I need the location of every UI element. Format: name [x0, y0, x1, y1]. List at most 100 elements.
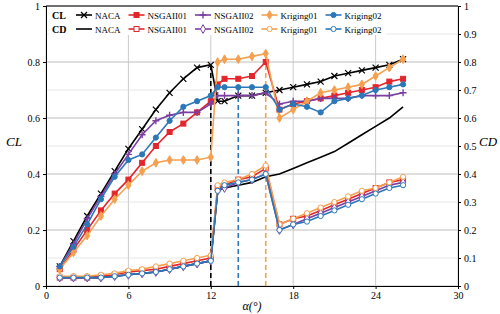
point: [249, 171, 254, 176]
tick: 0.1: [458, 253, 477, 264]
tick-label: 0.5: [464, 141, 477, 152]
point: [57, 264, 62, 269]
point: [235, 92, 242, 99]
legend-marker: [267, 11, 272, 20]
point: [276, 87, 282, 93]
grid-line: [46, 118, 458, 119]
point: [112, 195, 117, 204]
axis: 00.20.40.60.81: [28, 1, 47, 292]
point: [373, 191, 378, 196]
tick-mark: [458, 230, 461, 231]
legend-marker: [200, 25, 205, 34]
point: [194, 109, 201, 116]
tick-mark: [43, 174, 46, 175]
point: [167, 261, 172, 266]
tick-mark: [128, 286, 129, 289]
point: [291, 222, 296, 227]
point: [194, 261, 199, 266]
point: [373, 65, 379, 71]
tick-label: 0: [44, 290, 49, 301]
axis-title: CL: [6, 134, 22, 149]
point: [194, 65, 200, 71]
legend-swatch: [76, 28, 92, 30]
tick-label: 0.2: [464, 225, 477, 236]
tick: 0.2: [458, 225, 477, 236]
grid-line: [46, 230, 458, 231]
series-line: [60, 174, 403, 278]
grid-line: [46, 146, 458, 147]
point: [290, 84, 296, 90]
legend-background: [49, 7, 387, 35]
tick: 0: [44, 286, 49, 301]
legend-marker: [267, 26, 272, 31]
point: [332, 99, 337, 104]
point: [401, 76, 406, 81]
point: [346, 83, 351, 92]
point: [181, 258, 186, 263]
point: [222, 76, 227, 81]
legend-marker: [81, 12, 87, 18]
tick-mark: [211, 286, 212, 289]
point: [181, 104, 186, 109]
point: [153, 264, 158, 269]
point: [387, 63, 392, 72]
point: [387, 185, 392, 190]
tick-label: 0: [35, 281, 40, 292]
point: [125, 151, 132, 158]
point: [345, 95, 352, 102]
axis-line: [459, 7, 462, 287]
tick-mark: [458, 6, 461, 7]
point: [140, 160, 145, 165]
point: [153, 269, 158, 274]
tick-mark: [458, 174, 461, 175]
point: [359, 67, 365, 73]
point: [57, 273, 62, 282]
tick-label: 12: [206, 290, 216, 301]
point: [126, 157, 131, 162]
point: [152, 117, 159, 124]
tick: 0: [458, 281, 469, 292]
series-line: [60, 168, 403, 277]
point: [167, 90, 173, 96]
point: [277, 114, 282, 123]
tick-mark: [43, 62, 46, 63]
tick-mark: [43, 118, 46, 119]
point: [358, 92, 365, 99]
grid-line: [46, 118, 458, 119]
point: [400, 82, 405, 87]
tick-label: 0: [464, 281, 469, 292]
point: [303, 98, 310, 105]
point: [373, 87, 378, 92]
grid: [46, 6, 458, 286]
tick: 6: [126, 286, 131, 301]
point: [181, 121, 186, 126]
point: [291, 216, 296, 221]
point: [291, 101, 296, 106]
point: [236, 55, 241, 64]
legend-marker: [134, 13, 139, 18]
point: [304, 211, 309, 216]
point: [140, 167, 145, 176]
tick-mark: [458, 202, 461, 203]
tick-mark: [458, 90, 461, 91]
tick-mark: [43, 286, 46, 287]
point: [318, 213, 323, 218]
tick: 24: [371, 286, 381, 301]
tick-label: 0.9: [464, 29, 477, 40]
point: [215, 188, 220, 193]
tick: 0.6: [28, 113, 47, 124]
grid-line: [46, 230, 458, 231]
grid-line: [46, 6, 458, 7]
series-line: [60, 84, 403, 266]
legend-marker: [200, 12, 207, 19]
point: [153, 135, 158, 140]
tick-label: 0.6: [464, 113, 477, 124]
point: [194, 99, 199, 104]
point: [346, 96, 351, 101]
point: [98, 197, 103, 202]
point: [236, 76, 241, 81]
point: [331, 73, 337, 79]
tick: 18: [289, 286, 299, 301]
grid-line: [46, 6, 458, 7]
tick-label: 0.3: [464, 197, 477, 208]
